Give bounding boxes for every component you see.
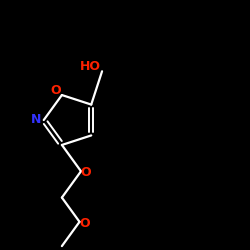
Text: O: O (79, 216, 90, 230)
Text: O: O (50, 84, 61, 97)
Text: N: N (31, 113, 42, 126)
Text: HO: HO (80, 60, 101, 73)
Text: O: O (81, 166, 91, 179)
